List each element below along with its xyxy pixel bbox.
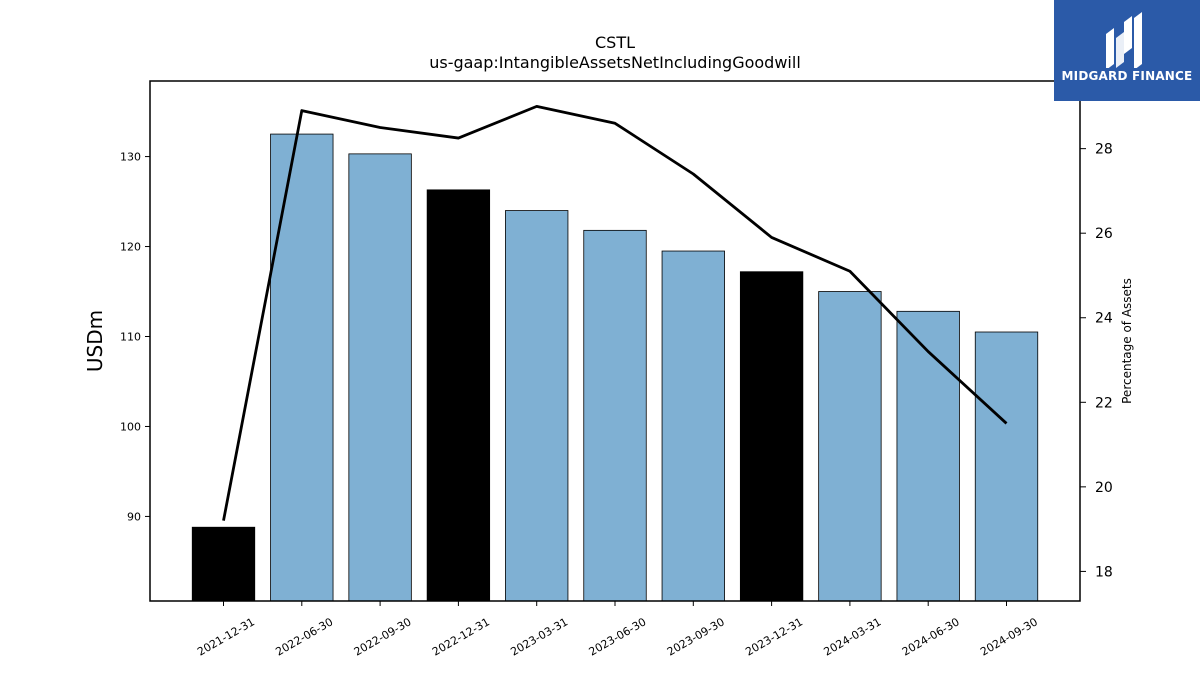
- bar: [583, 229, 647, 602]
- x-tick-label: 2022-12-31: [430, 615, 492, 658]
- y2-axis-label: Percentage of Assets: [1120, 278, 1134, 404]
- y2-tick-label: 28: [1095, 142, 1113, 158]
- y2-tick-label: 18: [1095, 564, 1113, 580]
- y-tick-label: 130: [120, 151, 141, 164]
- y2-tick-label: 24: [1095, 311, 1113, 327]
- x-tick-label: 2023-03-31: [508, 615, 570, 658]
- x-tick-label: 2024-03-31: [822, 615, 884, 658]
- x-tick-label: 2022-09-30: [352, 615, 414, 658]
- bar: [974, 331, 1039, 602]
- percentage-line: [222, 104, 1008, 521]
- y-tick-label: 90: [127, 510, 141, 523]
- y2-tick-label: 26: [1095, 226, 1113, 242]
- x-tick-label: 2023-09-30: [665, 615, 727, 658]
- y2-tick-label: 20: [1095, 480, 1113, 496]
- midgard-logo-icon: [1106, 12, 1142, 68]
- bar: [661, 250, 725, 602]
- bar: [191, 526, 256, 602]
- x-tick-label: 2023-12-31: [743, 615, 805, 658]
- chart-subtitle: us-gaap:IntangibleAssetsNetIncludingGood…: [429, 53, 801, 72]
- x-tick-label: 2022-06-30: [273, 615, 335, 658]
- x-tick-label: 2023-06-30: [587, 615, 649, 658]
- y-tick-label: 110: [120, 331, 141, 344]
- brand-logo: MIDGARD FINANCE: [1054, 0, 1200, 101]
- y-tick-label: 120: [120, 241, 141, 254]
- x-tick-label: 2021-12-31: [195, 615, 257, 658]
- y-axis-label: USDm: [83, 310, 107, 372]
- bar: [426, 189, 491, 602]
- bar: [896, 310, 960, 602]
- bar: [505, 210, 569, 602]
- bar: [739, 271, 804, 602]
- bar: [818, 291, 882, 602]
- x-tick-label: 2024-06-30: [900, 615, 962, 658]
- y2-tick-label: 22: [1095, 395, 1113, 411]
- chart-title: CSTL: [595, 33, 635, 52]
- bar: [348, 153, 412, 602]
- brand-name: MIDGARD FINANCE: [1061, 69, 1193, 83]
- y-tick-label: 100: [120, 420, 141, 433]
- x-tick-label: 2024-09-30: [978, 615, 1040, 658]
- bar: [270, 133, 334, 602]
